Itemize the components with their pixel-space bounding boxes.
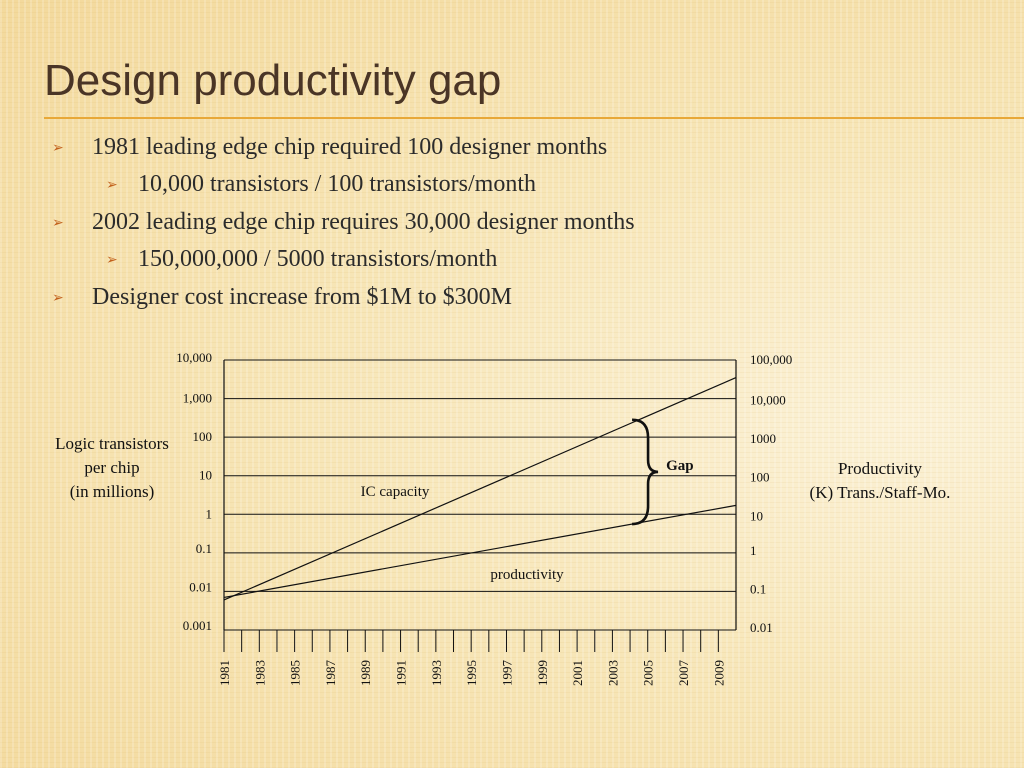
productivity-line <box>223 504 737 598</box>
x-tick-label: 1987 <box>323 660 338 687</box>
left-tick-label: 10 <box>199 468 212 483</box>
arrow-bullet-icon: ➢ <box>52 290 64 306</box>
bullet-text: 150,000,000 / 5000 transistors/month <box>138 246 498 272</box>
x-tick-label: 1989 <box>358 660 373 686</box>
bullet-text: 2002 leading edge chip requires 30,000 d… <box>92 209 635 235</box>
bullet-1981-chip: ➢ 1981 leading edge chip required 100 de… <box>52 134 608 161</box>
bullet-text: 1981 leading edge chip required 100 desi… <box>92 134 608 160</box>
gap-brace <box>632 418 659 526</box>
x-tick-label: 1991 <box>394 660 409 686</box>
gap-label: Gap <box>666 458 694 474</box>
x-tick-label: 1981 <box>217 660 232 686</box>
x-tick-label: 2009 <box>711 660 726 686</box>
x-tick-label: 1999 <box>535 660 550 686</box>
bullet-1981-calc: ➢ 10,000 transistors / 100 transistors/m… <box>106 171 536 198</box>
right-tick-label: 100 <box>750 470 770 485</box>
x-tick-label: 2005 <box>641 660 656 686</box>
bullet-2002-chip: ➢ 2002 leading edge chip requires 30,000… <box>52 209 635 236</box>
right-tick-label: 0.1 <box>750 581 766 596</box>
bullet-2002-calc: ➢ 150,000,000 / 5000 transistors/month <box>106 246 498 273</box>
left-axis-label: Logic transistors per chip (in millions) <box>22 432 202 504</box>
x-tick-label: 2001 <box>570 660 585 686</box>
left-tick-label: 0.001 <box>183 618 212 633</box>
right-axis-label: Productivity (K) Trans./Staff-Mo. <box>790 457 970 505</box>
right-tick-label: 10,000 <box>750 393 786 408</box>
arrow-bullet-icon: ➢ <box>52 140 64 156</box>
left-axis-label-line: Logic transistors <box>55 434 169 453</box>
arrow-bullet-icon: ➢ <box>106 177 118 193</box>
right-axis-label-line: (K) Trans./Staff-Mo. <box>809 483 951 502</box>
x-tick-label: 1995 <box>464 660 479 686</box>
x-tick-label: 2007 <box>676 660 691 687</box>
x-tick-label: 1983 <box>252 660 267 686</box>
left-tick-label: 10,000 <box>176 350 212 365</box>
title-underline <box>44 117 1024 119</box>
ic-capacity-line <box>223 377 737 601</box>
left-tick-label: 1 <box>206 506 213 521</box>
arrow-bullet-icon: ➢ <box>52 215 64 231</box>
x-tick-label: 1997 <box>499 660 514 687</box>
right-tick-label: 0.01 <box>750 620 773 635</box>
bullet-designer-cost: ➢ Designer cost increase from $1M to $30… <box>52 284 512 311</box>
arrow-bullet-icon: ➢ <box>106 252 118 268</box>
x-tick-label: 1993 <box>429 660 444 686</box>
left-axis-label-line: per chip <box>84 458 140 477</box>
right-tick-label: 10 <box>750 508 763 523</box>
x-tick-label: 1985 <box>288 660 303 686</box>
ic-capacity-label: IC capacity <box>361 484 430 500</box>
productivity-label: productivity <box>490 567 564 583</box>
left-tick-label: 0.01 <box>189 579 212 594</box>
slide-title: Design productivity gap <box>44 56 502 105</box>
left-axis-label-line: (in millions) <box>69 482 155 501</box>
right-tick-label: 1 <box>750 543 757 558</box>
left-tick-label: 100 <box>193 429 213 444</box>
x-tick-label: 2003 <box>605 660 620 686</box>
right-tick-label: 1000 <box>750 431 776 446</box>
right-axis-label-line: Productivity <box>837 459 923 478</box>
bullet-text: 10,000 transistors / 100 transistors/mon… <box>138 171 536 197</box>
bullet-text: Designer cost increase from $1M to $300M <box>92 284 512 310</box>
left-tick-label: 1,000 <box>183 391 212 406</box>
left-tick-label: 0.1 <box>196 541 212 556</box>
right-tick-label: 100,000 <box>750 352 792 367</box>
